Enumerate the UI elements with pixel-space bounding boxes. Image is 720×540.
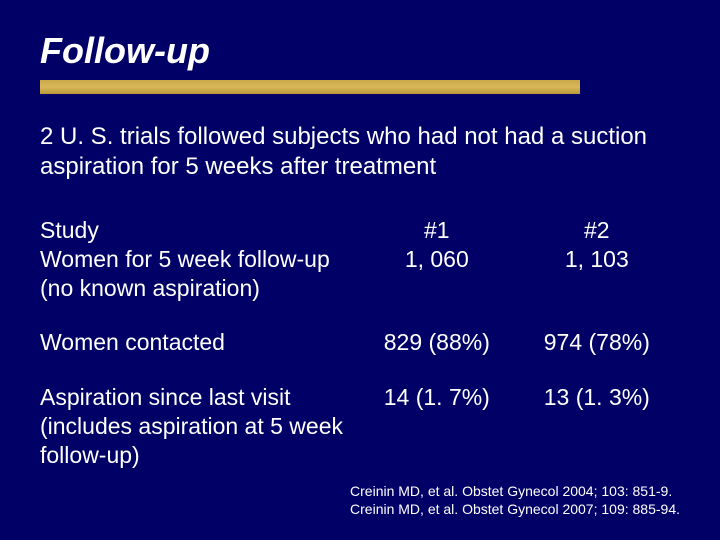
study1-contacted: 829 (88%) <box>360 328 514 383</box>
citations: Creinin MD, et al. Obstet Gynecol 2004; … <box>350 482 680 518</box>
followup-label: Women for 5 week follow-up (no known asp… <box>40 246 330 301</box>
study-label: Study <box>40 217 99 243</box>
title-underline <box>40 80 580 94</box>
data-table: Study Women for 5 week follow-up (no kno… <box>40 216 680 495</box>
study1-fu: 1, 060 <box>405 246 469 272</box>
study1-header: #1 <box>424 217 450 243</box>
table-cell: Study Women for 5 week follow-up (no kno… <box>40 216 360 328</box>
intro-text: 2 U. S. trials followed subjects who had… <box>40 122 680 182</box>
citation-2: Creinin MD, et al. Obstet Gynecol 2007; … <box>350 500 680 518</box>
aspiration-label: Aspiration since last visit (includes as… <box>40 383 360 495</box>
study2-aspiration: 13 (1. 3%) <box>514 383 680 495</box>
table-row: Aspiration since last visit (includes as… <box>40 383 680 495</box>
slide: Follow-up 2 U. S. trials followed subjec… <box>0 0 720 540</box>
table-row: Women contacted 829 (88%) 974 (78%) <box>40 328 680 383</box>
table-row: Study Women for 5 week follow-up (no kno… <box>40 216 680 328</box>
study1-aspiration: 14 (1. 7%) <box>360 383 514 495</box>
slide-title: Follow-up <box>40 30 680 72</box>
citation-1: Creinin MD, et al. Obstet Gynecol 2004; … <box>350 482 680 500</box>
contacted-label: Women contacted <box>40 328 360 383</box>
study2-contacted: 974 (78%) <box>514 328 680 383</box>
study2-header: #2 <box>584 217 610 243</box>
table-cell: #2 1, 103 <box>514 216 680 328</box>
study2-fu: 1, 103 <box>565 246 629 272</box>
table-cell: #1 1, 060 <box>360 216 514 328</box>
